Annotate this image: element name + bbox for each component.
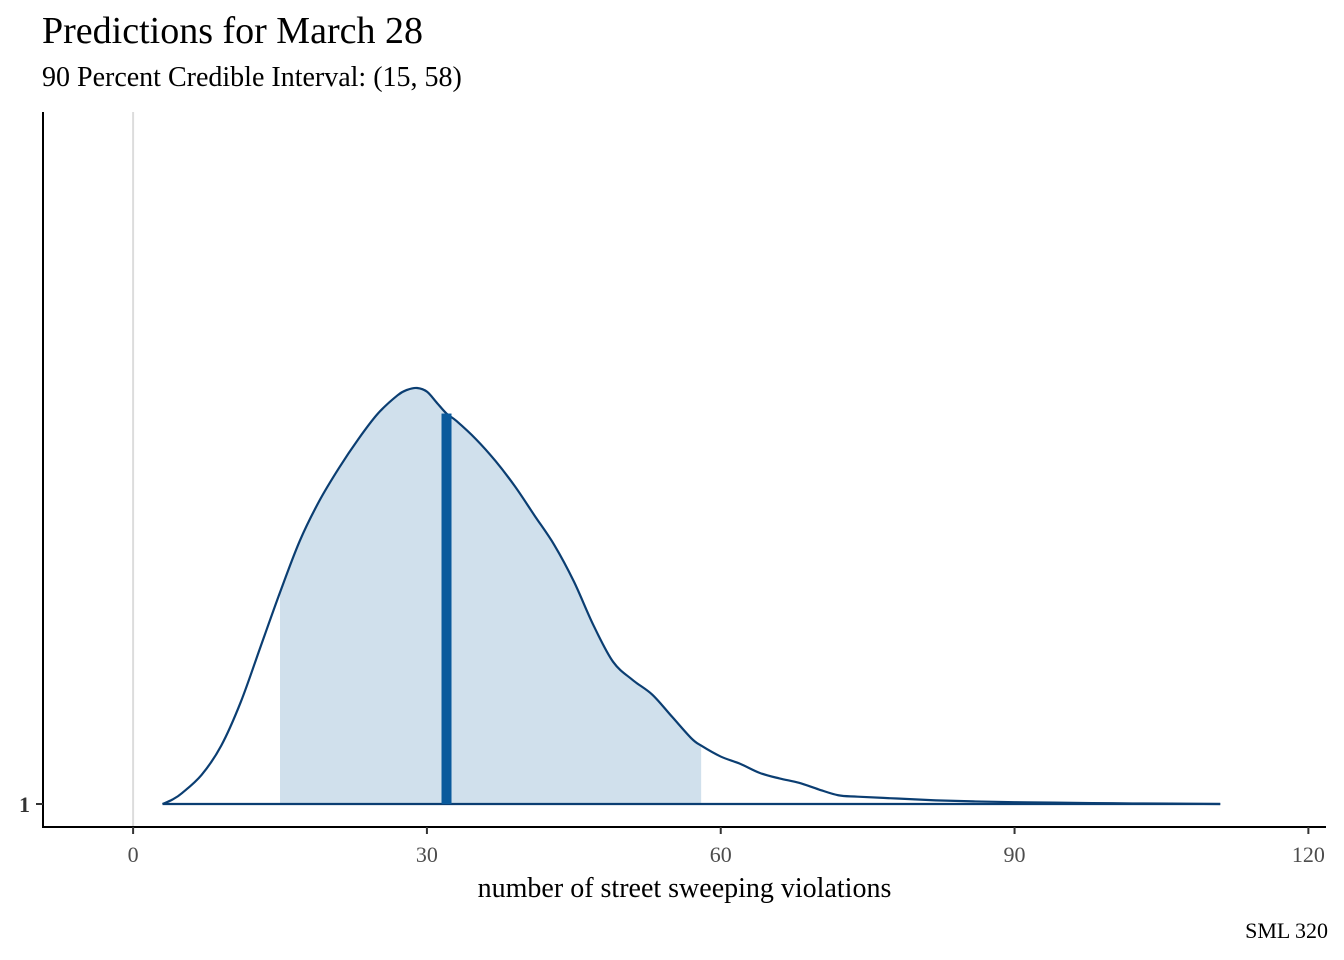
y-tick-label: 1 — [19, 792, 30, 817]
density-curve — [162, 386, 1221, 806]
x-tick-label: 0 — [128, 842, 139, 867]
chart-subtitle: 90 Percent Credible Interval: (15, 58) — [42, 62, 462, 93]
x-axis-title: number of street sweeping violations — [478, 873, 892, 904]
chart-title: Predictions for March 28 — [42, 10, 423, 52]
x-tick-label: 90 — [1004, 842, 1026, 867]
credible-interval-area — [280, 387, 702, 804]
x-axis-ticks: 0 30 60 90 120 — [128, 827, 1325, 867]
x-tick-label: 60 — [710, 842, 732, 867]
x-tick-label: 30 — [416, 842, 438, 867]
point-estimate-line — [441, 413, 452, 804]
y-axis-ticks: 1 — [19, 792, 43, 817]
chart-caption: SML 320 — [1245, 918, 1328, 943]
x-tick-label: 120 — [1292, 842, 1325, 867]
